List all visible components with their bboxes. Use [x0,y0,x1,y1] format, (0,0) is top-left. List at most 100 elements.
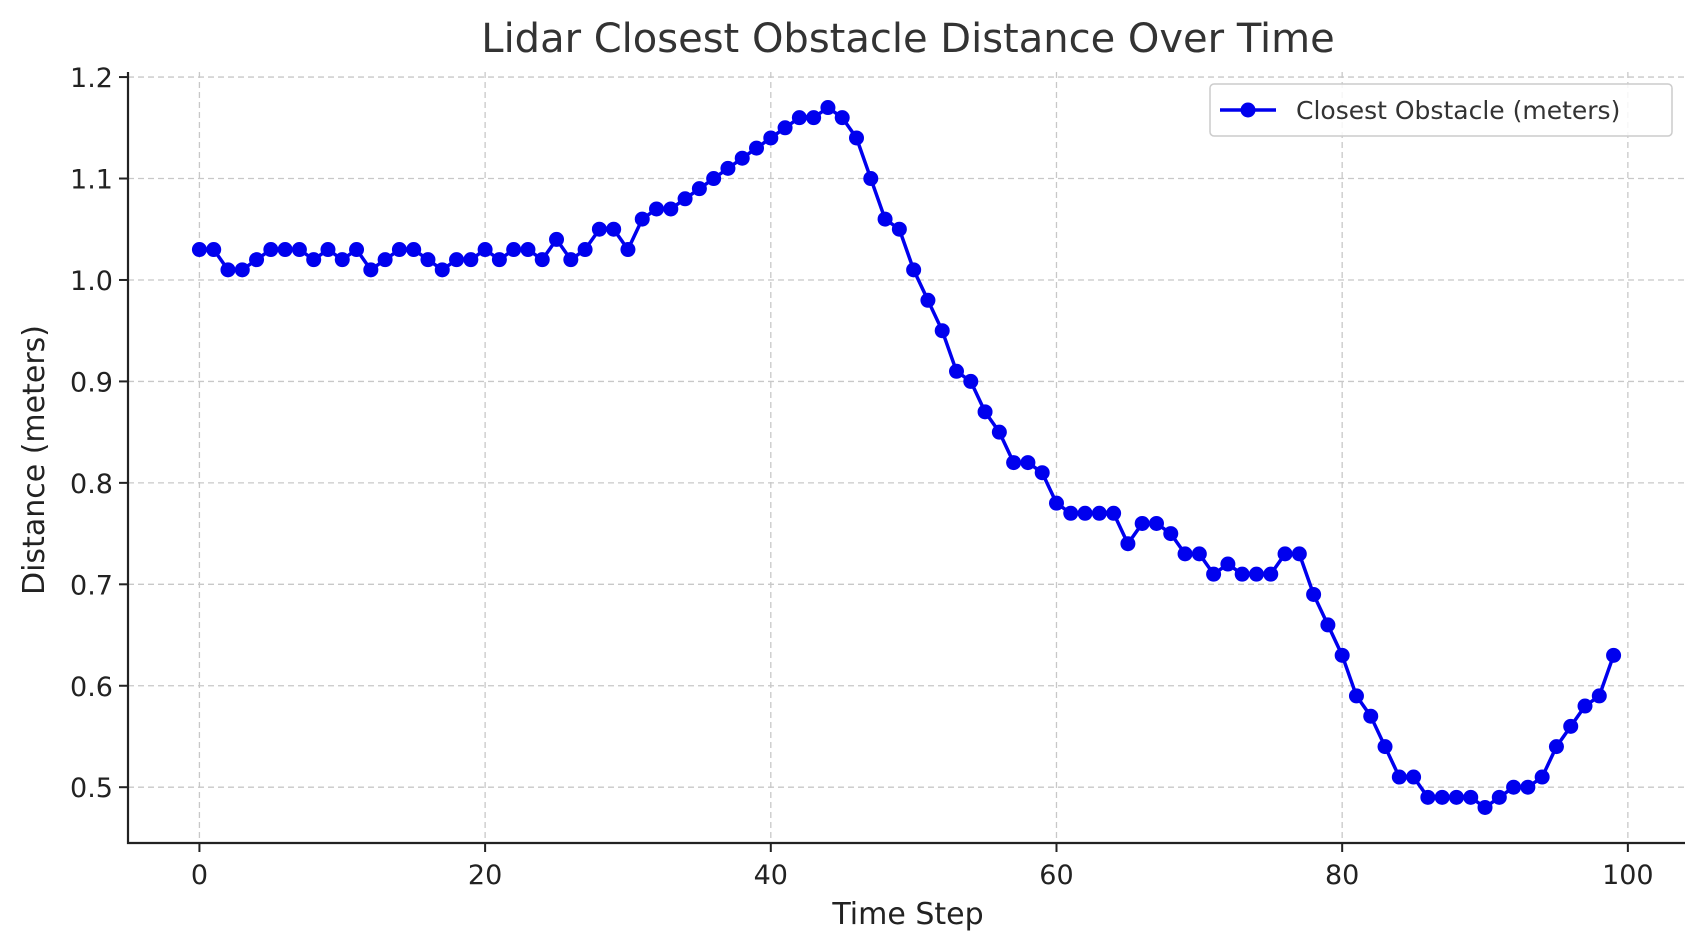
data-point [1306,586,1322,602]
legend-box [1209,83,1673,137]
data-point [691,181,707,197]
data-point [620,242,636,258]
data-point [1106,505,1122,521]
data-point [1206,566,1222,582]
data-point [491,252,507,268]
data-point [1320,617,1336,633]
data-point [477,242,493,258]
data-point [991,424,1007,440]
data-point [1391,769,1407,785]
data-point [1148,515,1164,531]
data-point [206,242,222,258]
data-point [663,201,679,217]
data-point [406,242,422,258]
legend: Closest Obstacle (meters) [1209,83,1673,137]
data-point [1220,556,1236,572]
data-point [1020,455,1036,471]
legend-label: Closest Obstacle (meters) [1296,96,1620,125]
data-point [1491,789,1507,805]
axis-spines [126,72,1685,845]
data-point [277,242,293,258]
data-point [591,221,607,237]
data-point [1063,505,1079,521]
axes [126,72,1685,845]
data-point [1177,546,1193,562]
data-point [334,252,350,268]
data-point [1291,546,1307,562]
data-point [820,100,836,116]
data-point [791,110,807,126]
data-point [1248,566,1264,582]
data-point [949,363,964,379]
data-point [1520,779,1536,795]
data-point [1234,566,1250,582]
data-point [806,110,822,126]
data-point [320,242,336,258]
data-point [1548,739,1564,755]
data-point [863,171,879,187]
data-point [1406,769,1422,785]
data-point [849,130,864,146]
data-point [1006,455,1022,471]
data-point [1420,789,1436,805]
data-point [1448,789,1464,805]
data-point [1134,515,1150,531]
data-point [963,373,979,389]
data-point [377,252,393,268]
data-point [420,252,436,268]
data-point [220,262,236,278]
chart-title: Lidar Closest Obstacle Distance Over Tim… [481,16,1334,62]
data-point [1334,647,1350,663]
data-point [934,323,950,339]
y-tick-label: 0.5 [70,773,113,804]
data-point [1091,505,1107,521]
y-tick-label: 0.9 [70,367,113,398]
data-point [1277,546,1293,562]
data-point [1591,688,1607,704]
y-tick-label: 1.2 [70,63,113,94]
y-tick-label: 0.7 [70,570,113,601]
x-axis-label: Time Step [831,897,983,932]
data-point [463,252,479,268]
data-point [1077,505,1093,521]
data-point [577,242,593,258]
data-point [834,110,850,126]
data-point [1563,718,1579,734]
data-point [434,262,450,278]
data-point [234,262,250,278]
grid [128,72,1685,843]
y-axis-label: Distance (meters) [17,325,52,595]
data-point [291,242,307,258]
data-point [363,262,379,278]
data-point [734,150,750,166]
data-point [1506,779,1522,795]
data-point [263,242,279,258]
legend-marker-swatch [1240,102,1256,118]
data-point [306,252,322,268]
data-point [920,292,936,308]
data-point [1120,536,1136,552]
data-point [1263,566,1279,582]
data-point [1463,789,1479,805]
y-tick-label: 0.8 [70,469,113,500]
x-tick-label: 0 [191,860,208,891]
data-point [563,252,579,268]
data-point [1163,526,1179,542]
data-point [1477,799,1493,815]
data-point [349,242,365,258]
data-point [1363,708,1379,724]
data-point [1434,789,1450,805]
data-point [606,221,622,237]
data-point [891,221,907,237]
data-point [720,160,736,176]
data-point [649,201,665,217]
data-point [191,242,207,258]
x-tick-label: 20 [468,860,502,891]
series-line [199,105,1616,810]
data-point [1348,688,1364,704]
data-point [906,262,922,278]
data-point [1377,739,1393,755]
data-point [706,171,722,187]
x-tick-label: 100 [1602,860,1654,891]
